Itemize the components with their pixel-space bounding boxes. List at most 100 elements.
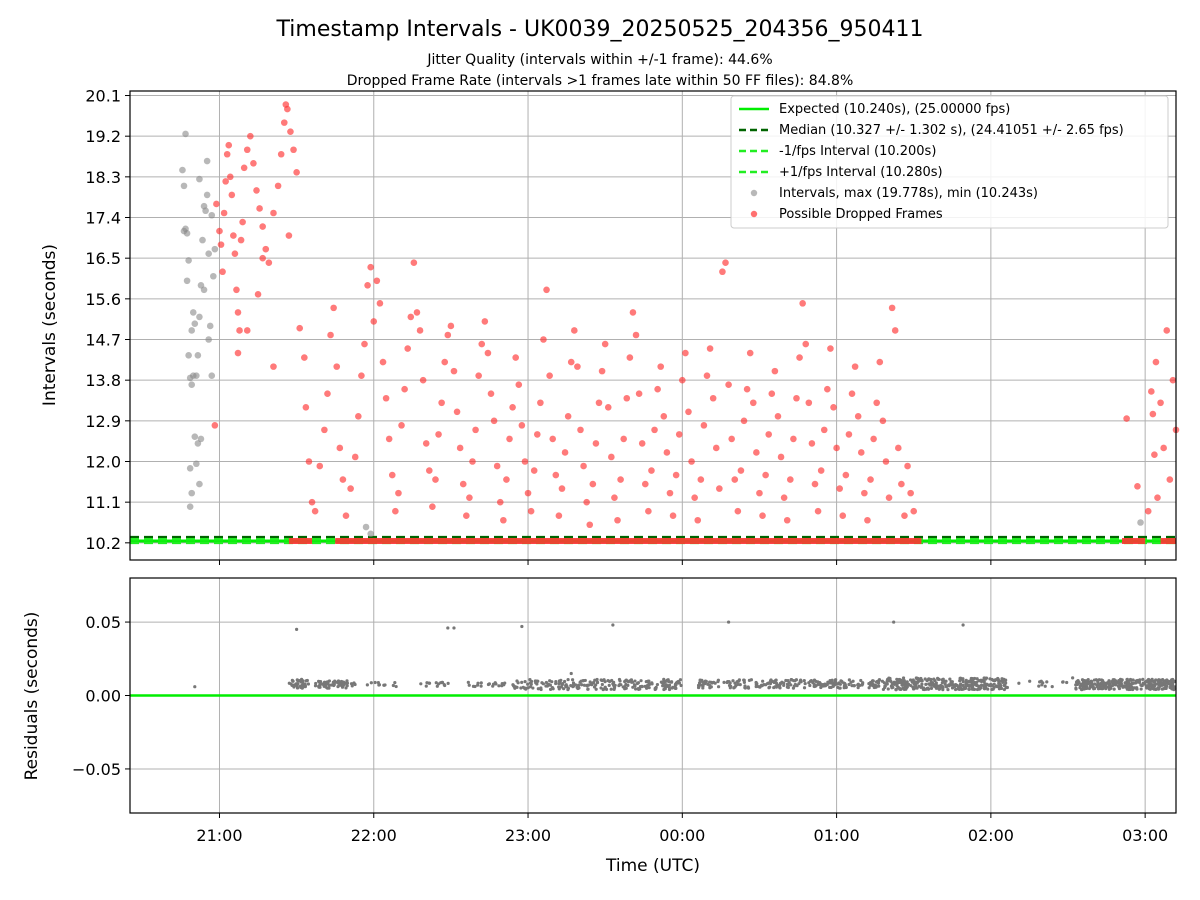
residual-point [1040, 683, 1044, 687]
residual-point [1074, 687, 1078, 691]
residual-point [557, 679, 561, 683]
dropped-frame-point [885, 494, 893, 501]
residual-point [1170, 686, 1174, 690]
dropped-frame-point [574, 363, 581, 370]
dropped-frame-point [243, 146, 251, 154]
residual-point [704, 679, 708, 684]
dropped-frame-point [611, 494, 618, 501]
dropped-frame-point [669, 512, 677, 520]
interval-point [191, 320, 199, 327]
residual-point [726, 620, 731, 624]
dropped-frame-point [416, 327, 424, 334]
dropped-frame-point [327, 331, 334, 339]
residual-point [901, 676, 906, 680]
interval-point [196, 480, 203, 488]
dropped-frame-point [876, 358, 884, 366]
residual-point [736, 682, 740, 687]
interval-point [179, 166, 186, 174]
dropped-frame-point [259, 254, 266, 262]
dropped-frame-point [395, 489, 402, 497]
dropped-frame-point [432, 476, 439, 483]
dropped-frame-point [817, 467, 825, 474]
legend-box [730, 95, 1169, 229]
dropped-frame-point [793, 394, 800, 402]
dropped-frame-point [509, 403, 516, 411]
residual-point [892, 620, 896, 624]
residual-point [419, 682, 423, 686]
dropped-frame-point [666, 489, 674, 497]
residual-point [594, 687, 598, 691]
interval-point [193, 460, 200, 468]
residual-point [731, 679, 735, 683]
dropped-frame-point [1166, 476, 1174, 483]
dropped-frame-point [270, 363, 277, 370]
residuals-y-tick-label: −0.05 [72, 760, 121, 779]
residual-point [814, 679, 818, 683]
residual-point [999, 686, 1004, 691]
interval-point [194, 352, 202, 359]
residual-point [586, 687, 590, 691]
dropped-frame-point [1134, 483, 1141, 490]
residual-point [293, 684, 297, 688]
intervals-y-tick-label: 10.2 [85, 534, 121, 553]
residual-point [799, 678, 803, 682]
dropped-frame-point [648, 467, 655, 474]
dropped-frame-point [771, 367, 779, 375]
residual-point [961, 677, 965, 681]
residual-point [520, 680, 524, 684]
residual-point [754, 680, 758, 685]
dropped-frame-point [777, 453, 785, 461]
residual-point [946, 683, 950, 688]
residual-point [895, 677, 899, 681]
dropped-frame-point [226, 173, 234, 181]
residual-point [895, 684, 899, 688]
residual-point [1001, 678, 1005, 682]
dropped-frame-point [481, 318, 489, 325]
residual-point [979, 686, 983, 690]
residual-point [1104, 685, 1108, 689]
dropped-frame-point [500, 516, 507, 524]
dropped-frame-point [734, 507, 742, 515]
dropped-frame-point [604, 403, 612, 411]
residual-point [1117, 679, 1121, 683]
dropped-frame-point [552, 471, 560, 479]
residual-point [849, 680, 853, 684]
dropped-frame-point [765, 431, 773, 438]
residual-point [585, 684, 589, 688]
residual-point [706, 682, 710, 686]
interval-point [203, 191, 211, 199]
residual-point [727, 679, 731, 684]
dropped-frame-point [487, 390, 495, 398]
dropped-frame-point [808, 440, 816, 447]
residual-point [566, 677, 570, 682]
dropped-frame-point [256, 205, 263, 212]
dropped-frame-point [469, 458, 476, 465]
residual-point [793, 682, 797, 687]
residual-point [897, 677, 901, 682]
residual-point [1170, 681, 1175, 686]
chart-subtitle-dropped: Dropped Frame Rate (intervals >1 frames … [347, 73, 854, 89]
residual-point [626, 680, 631, 684]
residual-point [1037, 684, 1041, 688]
residual-point [1130, 682, 1134, 686]
dropped-frame-point [370, 318, 378, 325]
interval-point [203, 157, 211, 165]
residual-point [712, 680, 716, 684]
dropped-frame-point [805, 399, 813, 407]
dropped-frame-point [830, 403, 837, 411]
dropped-frame-point [392, 507, 399, 515]
dropped-frame-point [697, 476, 705, 483]
residual-point [313, 684, 318, 688]
dropped-frame-point [311, 507, 319, 515]
residual-point [699, 683, 703, 687]
dropped-frame-point [555, 512, 563, 520]
dropped-frame-point [762, 471, 769, 479]
residual-point [1045, 680, 1049, 684]
residual-point [919, 685, 923, 690]
residual-point [774, 685, 779, 689]
dropped-frame-point [663, 449, 671, 456]
legend-entry-median: Median (10.327 +/- 1.302 s), (24.41051 +… [779, 123, 1124, 138]
residual-point [1111, 683, 1115, 687]
residual-point [894, 688, 898, 692]
dropped-frame-point [694, 516, 702, 524]
